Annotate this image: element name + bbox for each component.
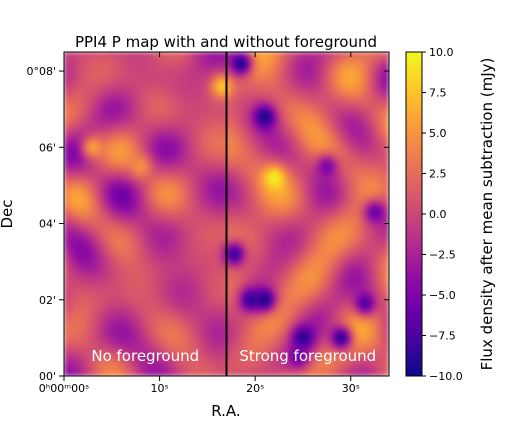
x-axis-ticks: 0ʰ00ᵐ00ˢ 10ˢ 20ˢ 30ˢ xyxy=(39,52,360,395)
x-tick-label: 10ˢ xyxy=(151,382,169,395)
y-tick-label: 00' xyxy=(39,370,56,383)
y-tick-label: 02' xyxy=(39,294,56,307)
y-tick-label: 0°08' xyxy=(26,65,56,78)
plot-frame xyxy=(63,51,390,377)
colorbar-tick-label: 2.5 xyxy=(429,168,447,181)
colorbar-tick-label: −7.5 xyxy=(429,330,456,343)
colorbar-tick-label: 10.0 xyxy=(429,46,454,59)
region-label-no-foreground: No foreground xyxy=(91,347,199,365)
y-axis-label: Dec xyxy=(0,199,16,228)
colorbar-tick-label: −5.0 xyxy=(429,289,456,302)
colorbar-tick-label: −10.0 xyxy=(429,370,463,383)
x-axis-label: R.A. xyxy=(211,402,240,420)
y-axis-ticks: 00' 02' 04' 06' 0°08' xyxy=(26,65,389,383)
x-tick-label: 30ˢ xyxy=(342,382,360,395)
region-label-strong-foreground: Strong foreground xyxy=(239,347,376,365)
colorbar-label: Flux density after mean subtraction (mJy… xyxy=(478,58,496,371)
x-tick-label: 0ʰ00ᵐ00ˢ xyxy=(39,382,89,395)
y-tick-label: 06' xyxy=(39,141,56,154)
colorbar-tick-label: −2.5 xyxy=(429,249,456,262)
chart-title: PPI4 P map with and without foreground xyxy=(75,33,377,51)
colorbar-ticks: 10.0 7.5 5.0 2.5 0.0 −2.5 −5.0 −7.5 −10.0 xyxy=(422,46,463,383)
y-tick-label: 04' xyxy=(39,218,56,231)
colorbar-tick-label: 5.0 xyxy=(429,127,447,140)
colorbar xyxy=(405,51,423,377)
x-tick-label: 20ˢ xyxy=(246,382,264,395)
colorbar-tick-label: 7.5 xyxy=(429,87,447,100)
colorbar-tick-label: 0.0 xyxy=(429,208,447,221)
